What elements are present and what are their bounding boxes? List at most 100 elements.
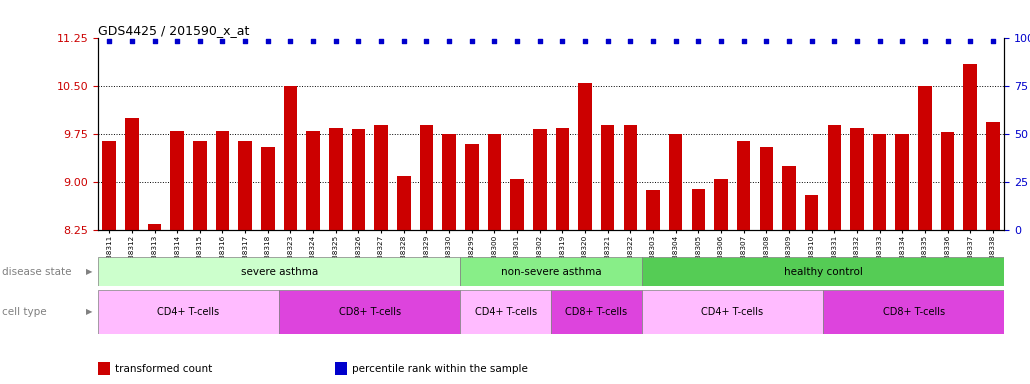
- Text: CD4+ T-cells: CD4+ T-cells: [475, 307, 537, 317]
- Bar: [642, 257, 1004, 286]
- Bar: [279, 290, 460, 334]
- Bar: [125, 118, 139, 230]
- Text: severe asthma: severe asthma: [240, 266, 317, 277]
- Bar: [804, 195, 819, 230]
- Bar: [351, 129, 366, 230]
- Point: [735, 38, 752, 44]
- Point: [826, 38, 843, 44]
- Bar: [238, 141, 252, 230]
- Text: GDS4425 / 201590_x_at: GDS4425 / 201590_x_at: [98, 24, 249, 37]
- Point: [554, 38, 571, 44]
- Text: ▶: ▶: [87, 308, 93, 316]
- Bar: [872, 134, 887, 230]
- Bar: [261, 147, 275, 230]
- Point: [464, 38, 480, 44]
- Bar: [460, 290, 551, 334]
- Bar: [963, 64, 977, 230]
- Bar: [850, 128, 864, 230]
- Text: non-severe asthma: non-severe asthma: [501, 266, 602, 277]
- Text: CD4+ T-cells: CD4+ T-cells: [701, 307, 763, 317]
- Bar: [487, 134, 502, 230]
- Point: [690, 38, 707, 44]
- Point: [282, 38, 299, 44]
- Bar: [578, 83, 592, 230]
- Point: [350, 38, 367, 44]
- Bar: [510, 179, 524, 230]
- Point: [531, 38, 548, 44]
- Bar: [215, 131, 230, 230]
- Bar: [419, 125, 434, 230]
- Bar: [465, 144, 479, 230]
- Bar: [193, 141, 207, 230]
- Point: [305, 38, 321, 44]
- Point: [849, 38, 865, 44]
- Point: [146, 38, 163, 44]
- Point: [260, 38, 276, 44]
- Bar: [306, 131, 320, 230]
- Point: [124, 38, 140, 44]
- Bar: [329, 128, 343, 230]
- Bar: [668, 134, 683, 230]
- Bar: [823, 290, 1004, 334]
- Point: [396, 38, 412, 44]
- Point: [441, 38, 457, 44]
- Point: [781, 38, 797, 44]
- Text: CD8+ T-cells: CD8+ T-cells: [883, 307, 945, 317]
- Bar: [98, 290, 279, 334]
- Bar: [736, 141, 751, 230]
- Bar: [642, 290, 823, 334]
- Point: [169, 38, 185, 44]
- Point: [713, 38, 729, 44]
- Point: [894, 38, 911, 44]
- Text: CD8+ T-cells: CD8+ T-cells: [565, 307, 627, 317]
- Text: disease state: disease state: [2, 266, 71, 277]
- Point: [486, 38, 503, 44]
- Bar: [147, 224, 162, 230]
- Text: ▶: ▶: [87, 267, 93, 276]
- Bar: [460, 257, 642, 286]
- Bar: [397, 176, 411, 230]
- Bar: [782, 166, 796, 230]
- Point: [192, 38, 208, 44]
- Bar: [442, 134, 456, 230]
- Point: [509, 38, 525, 44]
- Bar: [759, 147, 774, 230]
- Point: [939, 38, 956, 44]
- Bar: [170, 131, 184, 230]
- Text: percentile rank within the sample: percentile rank within the sample: [352, 364, 528, 374]
- Bar: [714, 179, 728, 230]
- Bar: [827, 125, 842, 230]
- Bar: [98, 257, 460, 286]
- Point: [373, 38, 389, 44]
- Point: [803, 38, 820, 44]
- Bar: [940, 132, 955, 230]
- Bar: [102, 141, 116, 230]
- Bar: [551, 290, 642, 334]
- Text: transformed count: transformed count: [115, 364, 212, 374]
- Text: cell type: cell type: [2, 307, 46, 317]
- Point: [917, 38, 933, 44]
- Bar: [374, 125, 388, 230]
- Point: [962, 38, 978, 44]
- Point: [758, 38, 775, 44]
- Point: [622, 38, 639, 44]
- Point: [328, 38, 344, 44]
- Bar: [646, 190, 660, 230]
- Bar: [555, 128, 570, 230]
- Text: healthy control: healthy control: [784, 266, 862, 277]
- Point: [577, 38, 593, 44]
- Bar: [918, 86, 932, 230]
- Bar: [895, 134, 909, 230]
- Point: [214, 38, 231, 44]
- Text: CD4+ T-cells: CD4+ T-cells: [158, 307, 219, 317]
- Bar: [283, 86, 298, 230]
- Point: [645, 38, 661, 44]
- Point: [237, 38, 253, 44]
- Bar: [623, 125, 638, 230]
- Bar: [691, 189, 706, 230]
- Point: [667, 38, 684, 44]
- Text: CD8+ T-cells: CD8+ T-cells: [339, 307, 401, 317]
- Point: [985, 38, 1001, 44]
- Bar: [986, 122, 1000, 230]
- Point: [101, 38, 117, 44]
